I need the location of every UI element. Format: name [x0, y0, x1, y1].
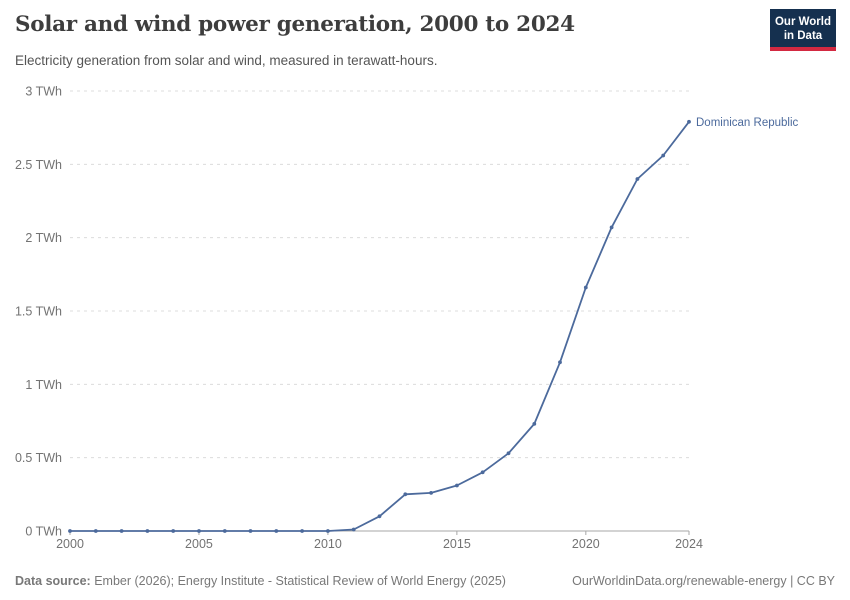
data-point [351, 527, 356, 532]
y-tick-label: 0 TWh [25, 525, 62, 539]
footer-link[interactable]: OurWorldinData.org/renewable-energy | CC… [572, 574, 835, 588]
data-point [635, 177, 640, 181]
data-point [583, 285, 588, 290]
y-tick-label: 2 TWh [25, 231, 62, 245]
owid-logo[interactable]: Our World in Data [770, 9, 836, 52]
data-point [326, 529, 330, 533]
data-point [506, 451, 511, 456]
data-point [300, 529, 304, 533]
data-point [248, 529, 253, 533]
x-tick-label: 2015 [443, 537, 471, 551]
x-tick-label: 2010 [314, 537, 342, 551]
x-tick-label: 2024 [675, 537, 703, 551]
data-point [661, 153, 666, 158]
data-point [558, 360, 562, 365]
data-point [480, 470, 485, 475]
x-tick-label: 2005 [185, 537, 213, 551]
data-point [68, 529, 72, 533]
y-tick-label: 1 TWh [25, 378, 62, 392]
y-tick-label: 3 TWh [25, 85, 62, 99]
owid-logo-line2: in Data [783, 30, 823, 43]
y-tick-label: 1.5 TWh [15, 305, 62, 319]
data-point [429, 491, 433, 495]
y-tick-label: 0.5 TWh [15, 451, 62, 465]
data-point [197, 529, 201, 533]
y-tick-label: 2.5 TWh [15, 158, 62, 172]
data-source-text: Ember (2026); Energy Institute - Statist… [94, 574, 506, 588]
chart-footer: Data source: Ember (2026); Energy Instit… [15, 574, 835, 588]
data-point [93, 529, 98, 533]
data-source-label: Data source: [15, 574, 91, 588]
data-point [455, 483, 459, 488]
data-point [274, 529, 279, 533]
data-point [145, 529, 150, 533]
data-point [377, 514, 382, 519]
x-tick-label: 2000 [56, 537, 84, 551]
page-title: Solar and wind power generation, 2000 to… [15, 12, 575, 37]
data-point [403, 492, 408, 497]
owid-logo-line1: Our World [774, 16, 831, 28]
data-point [609, 225, 614, 230]
data-line [69, 120, 690, 532]
data-point [171, 529, 176, 533]
chart-subtitle: Electricity generation from solar and wi… [15, 53, 438, 68]
data-point [687, 119, 691, 124]
data-point [119, 529, 124, 533]
data-point [222, 529, 227, 533]
x-tick-label: 2020 [572, 537, 600, 551]
data-point [532, 422, 537, 426]
data-source: Data source: Ember (2026); Energy Instit… [15, 574, 506, 588]
entity-label[interactable]: Dominican Republic [696, 117, 799, 129]
